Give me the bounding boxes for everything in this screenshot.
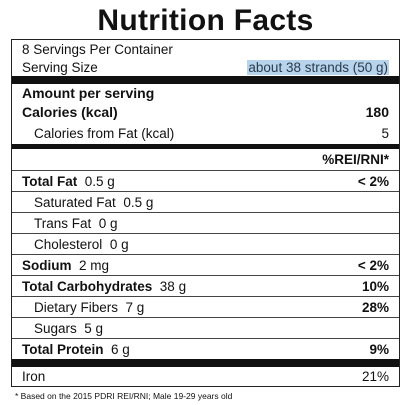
nutrient-pct: < 2% bbox=[357, 257, 389, 273]
nutrient-row-sodium: Sodium 2 mg < 2% bbox=[12, 254, 399, 275]
amount-per-serving-row: Amount per serving bbox=[12, 76, 399, 102]
nutrient-name: Trans Fat bbox=[34, 215, 92, 231]
nutrient-row-cholesterol: Cholesterol 0 g bbox=[12, 233, 399, 254]
calories-from-fat-value: 5 bbox=[381, 125, 389, 141]
nutrient-row-saturated-fat: Saturated Fat 0.5 g bbox=[12, 191, 399, 212]
amount-per-serving-label: Amount per serving bbox=[22, 85, 155, 101]
nutrient-row-total-carbohydrates: Total Carbohydrates 38 g 10% bbox=[12, 275, 399, 296]
iron-row: Iron 21% bbox=[12, 359, 399, 386]
nutrient-name: Cholesterol bbox=[34, 236, 103, 252]
nutrient-name: Sugars bbox=[34, 320, 77, 336]
nutrient-row-dietary-fibers: Dietary Fibers 7 g 28% bbox=[12, 296, 399, 317]
servings-row: 8 Servings Per Container bbox=[12, 40, 399, 58]
nutrient-pct: 9% bbox=[369, 341, 389, 357]
calories-row: Calories (kcal) 180 bbox=[12, 102, 399, 122]
nutrition-table: 8 Servings Per Container Serving Size ab… bbox=[11, 39, 400, 387]
iron-value: 21% bbox=[361, 369, 389, 384]
panel-title: Nutrition Facts bbox=[97, 4, 314, 37]
calories-from-fat-label: Calories from Fat (kcal) bbox=[34, 125, 175, 141]
nutrient-row-total-fat: Total Fat 0.5 g < 2% bbox=[12, 170, 399, 191]
nutrient-name: Sodium bbox=[22, 257, 72, 273]
nutrient-pct: 28% bbox=[361, 299, 389, 315]
nutrient-pct: 10% bbox=[361, 278, 389, 294]
nutrient-amount: 5 g bbox=[84, 320, 104, 336]
calories-value: 180 bbox=[365, 104, 389, 120]
nutrient-amount: 2 mg bbox=[79, 257, 110, 273]
nutrient-amount: 6 g bbox=[111, 341, 130, 357]
rei-header-row: %REI/RNI* bbox=[12, 144, 399, 170]
calories-label: Calories (kcal) bbox=[22, 104, 118, 120]
nutrient-amount: 0.5 g bbox=[123, 194, 154, 210]
nutrient-name: Total Protein bbox=[22, 341, 104, 357]
iron-label: Iron bbox=[22, 369, 46, 384]
serving-size-label: Serving Size bbox=[22, 59, 98, 75]
nutrient-row-trans-fat: Trans Fat 0 g bbox=[12, 212, 399, 233]
nutrient-pct: < 2% bbox=[357, 173, 389, 189]
nutrient-name: Total Fat bbox=[22, 173, 78, 189]
calories-from-fat-row: Calories from Fat (kcal) 5 bbox=[12, 122, 399, 144]
servings-text: 8 Servings Per Container bbox=[22, 41, 173, 57]
nutrient-name: Dietary Fibers bbox=[34, 299, 119, 315]
nutrient-amount: 0 g bbox=[109, 236, 129, 252]
nutrient-row-total-protein: Total Protein 6 g 9% bbox=[12, 338, 399, 359]
nutrient-amount: 7 g bbox=[125, 299, 145, 315]
footnote: * Based on the 2015 PDRI REI/RNI; Male 1… bbox=[15, 391, 233, 401]
nutrient-name: Saturated Fat bbox=[34, 194, 116, 210]
nutrient-row-sugars: Sugars 5 g bbox=[12, 317, 399, 338]
serving-size-row: Serving Size about 38 strands (50 g) bbox=[12, 58, 399, 76]
rei-header: %REI/RNI* bbox=[322, 152, 389, 167]
nutrient-amount: 38 g bbox=[159, 278, 187, 294]
nutrient-name: Total Carbohydrates bbox=[22, 278, 153, 294]
nutrition-facts-panel: Nutrition Facts 8 Servings Per Container… bbox=[11, 3, 400, 401]
nutrient-amount: 0.5 g bbox=[84, 173, 115, 189]
nutrient-amount: 0 g bbox=[98, 215, 118, 231]
serving-size-value[interactable]: about 38 strands (50 g) bbox=[247, 59, 389, 75]
